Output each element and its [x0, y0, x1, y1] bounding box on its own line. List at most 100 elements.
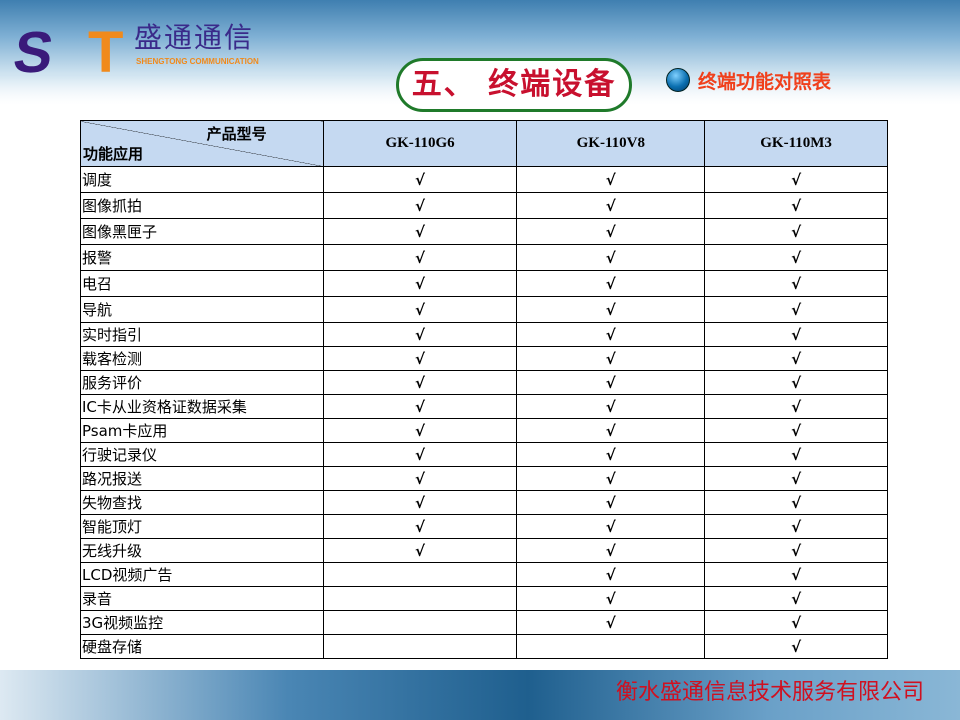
- feature-name: 3G视频监控: [80, 610, 324, 635]
- feature-name: 实时指引: [80, 322, 324, 347]
- check-mark-cell: √: [322, 418, 518, 443]
- check-mark-cell: √: [516, 270, 706, 297]
- check-mark-cell: √: [516, 490, 706, 515]
- column-header: GK-110M3: [704, 120, 888, 167]
- check-mark-cell: √: [322, 538, 518, 563]
- check-mark-cell: √: [704, 166, 888, 193]
- feature-name: 路况报送: [80, 466, 324, 491]
- check-mark-cell: √: [516, 538, 706, 563]
- corner-product-model: 产品型号: [206, 125, 267, 143]
- empty-cell: [322, 562, 518, 587]
- column-header: GK-110G6: [322, 120, 518, 167]
- table-row: Psam卡应用 √ √ √: [80, 418, 888, 443]
- feature-name: 硬盘存储: [80, 634, 324, 659]
- table-row: 电召 √ √ √: [80, 270, 888, 297]
- table-row: 硬盘存储 √: [80, 634, 888, 659]
- check-mark-cell: √: [704, 562, 888, 587]
- check-mark-cell: √: [704, 244, 888, 271]
- check-mark-cell: √: [516, 418, 706, 443]
- table-row: 智能顶灯 √ √ √: [80, 514, 888, 539]
- check-mark-cell: √: [516, 394, 706, 419]
- check-mark-cell: √: [704, 586, 888, 611]
- feature-name: Psam卡应用: [80, 418, 324, 443]
- check-mark-cell: √: [516, 346, 706, 371]
- check-mark-cell: √: [704, 490, 888, 515]
- feature-name: 图像黑匣子: [80, 218, 324, 245]
- check-mark-cell: √: [322, 192, 518, 219]
- feature-name: 失物查找: [80, 490, 324, 515]
- table-header-row: 产品型号 功能应用 GK-110G6 GK-110V8 GK-110M3: [80, 120, 888, 167]
- check-mark-cell: √: [516, 218, 706, 245]
- check-mark-cell: √: [516, 466, 706, 491]
- empty-cell: [516, 634, 706, 659]
- check-mark-cell: √: [704, 610, 888, 635]
- check-mark-cell: √: [704, 514, 888, 539]
- table-row: 服务评价 √ √ √: [80, 370, 888, 395]
- table-row: 图像黑匣子 √ √ √: [80, 218, 888, 245]
- check-mark-cell: √: [322, 166, 518, 193]
- table-row: 3G视频监控 √ √: [80, 610, 888, 635]
- empty-cell: [322, 586, 518, 611]
- table-row: 行驶记录仪 √ √ √: [80, 442, 888, 467]
- table-row: 报警 √ √ √: [80, 244, 888, 271]
- table-row: 录音 √ √: [80, 586, 888, 611]
- feature-name: 行驶记录仪: [80, 442, 324, 467]
- table-row: 图像抓拍 √ √ √: [80, 192, 888, 219]
- check-mark-cell: √: [704, 270, 888, 297]
- check-mark-cell: √: [704, 322, 888, 347]
- feature-name: 载客检测: [80, 346, 324, 371]
- bullet-ball-icon: [666, 68, 690, 92]
- empty-cell: [322, 610, 518, 635]
- footer-banner: 衡水盛通信息技术服务有限公司: [0, 670, 960, 720]
- feature-name: LCD视频广告: [80, 562, 324, 587]
- logo-t-letter: T: [88, 20, 124, 85]
- feature-name: 录音: [80, 586, 324, 611]
- column-header: GK-110V8: [516, 120, 706, 167]
- logo-english-name: SHENGTONG COMMUNICATION: [136, 57, 259, 66]
- feature-name: 图像抓拍: [80, 192, 324, 219]
- corner-header-cell: 产品型号 功能应用: [80, 120, 324, 167]
- feature-name: 服务评价: [80, 370, 324, 395]
- feature-name: 调度: [80, 166, 324, 193]
- check-mark-cell: √: [322, 244, 518, 271]
- check-mark-cell: √: [704, 296, 888, 323]
- logo-s-letter: S: [9, 20, 58, 85]
- check-mark-cell: √: [704, 192, 888, 219]
- table-row: LCD视频广告 √ √: [80, 562, 888, 587]
- check-mark-cell: √: [704, 218, 888, 245]
- check-mark-cell: √: [322, 514, 518, 539]
- footer-company-name: 衡水盛通信息技术服务有限公司: [615, 680, 924, 705]
- check-mark-cell: √: [704, 634, 888, 659]
- section-subtitle: 终端功能对照表: [698, 71, 832, 93]
- table-row: 载客检测 √ √ √: [80, 346, 888, 371]
- page-title: 五、 终端设备: [396, 58, 632, 112]
- corner-feature: 功能应用: [83, 145, 144, 163]
- feature-comparison-table: 产品型号 功能应用 GK-110G6 GK-110V8 GK-110M3 调度 √…: [80, 120, 888, 659]
- check-mark-cell: √: [322, 296, 518, 323]
- feature-name: 智能顶灯: [80, 514, 324, 539]
- check-mark-cell: √: [322, 346, 518, 371]
- table-row: 导航 √ √ √: [80, 296, 888, 323]
- check-mark-cell: √: [516, 610, 706, 635]
- feature-name: 报警: [80, 244, 324, 271]
- check-mark-cell: √: [516, 562, 706, 587]
- check-mark-cell: √: [516, 244, 706, 271]
- check-mark-cell: √: [704, 346, 888, 371]
- feature-name: IC卡从业资格证数据采集: [80, 394, 324, 419]
- check-mark-cell: √: [322, 490, 518, 515]
- logo-chinese-name: 盛通通信: [134, 21, 255, 54]
- check-mark-cell: √: [516, 192, 706, 219]
- table-row: 无线升级 √ √ √: [80, 538, 888, 563]
- check-mark-cell: √: [516, 442, 706, 467]
- feature-name: 电召: [80, 270, 324, 297]
- company-logo: S T 盛通通信 SHENGTONG COMMUNICATION: [10, 20, 259, 85]
- check-mark-cell: √: [322, 218, 518, 245]
- table-row: 失物查找 √ √ √: [80, 490, 888, 515]
- check-mark-cell: √: [516, 370, 706, 395]
- table-row: IC卡从业资格证数据采集 √ √ √: [80, 394, 888, 419]
- check-mark-cell: √: [704, 394, 888, 419]
- check-mark-cell: √: [704, 418, 888, 443]
- check-mark-cell: √: [516, 296, 706, 323]
- table-row: 实时指引 √ √ √: [80, 322, 888, 347]
- check-mark-cell: √: [704, 538, 888, 563]
